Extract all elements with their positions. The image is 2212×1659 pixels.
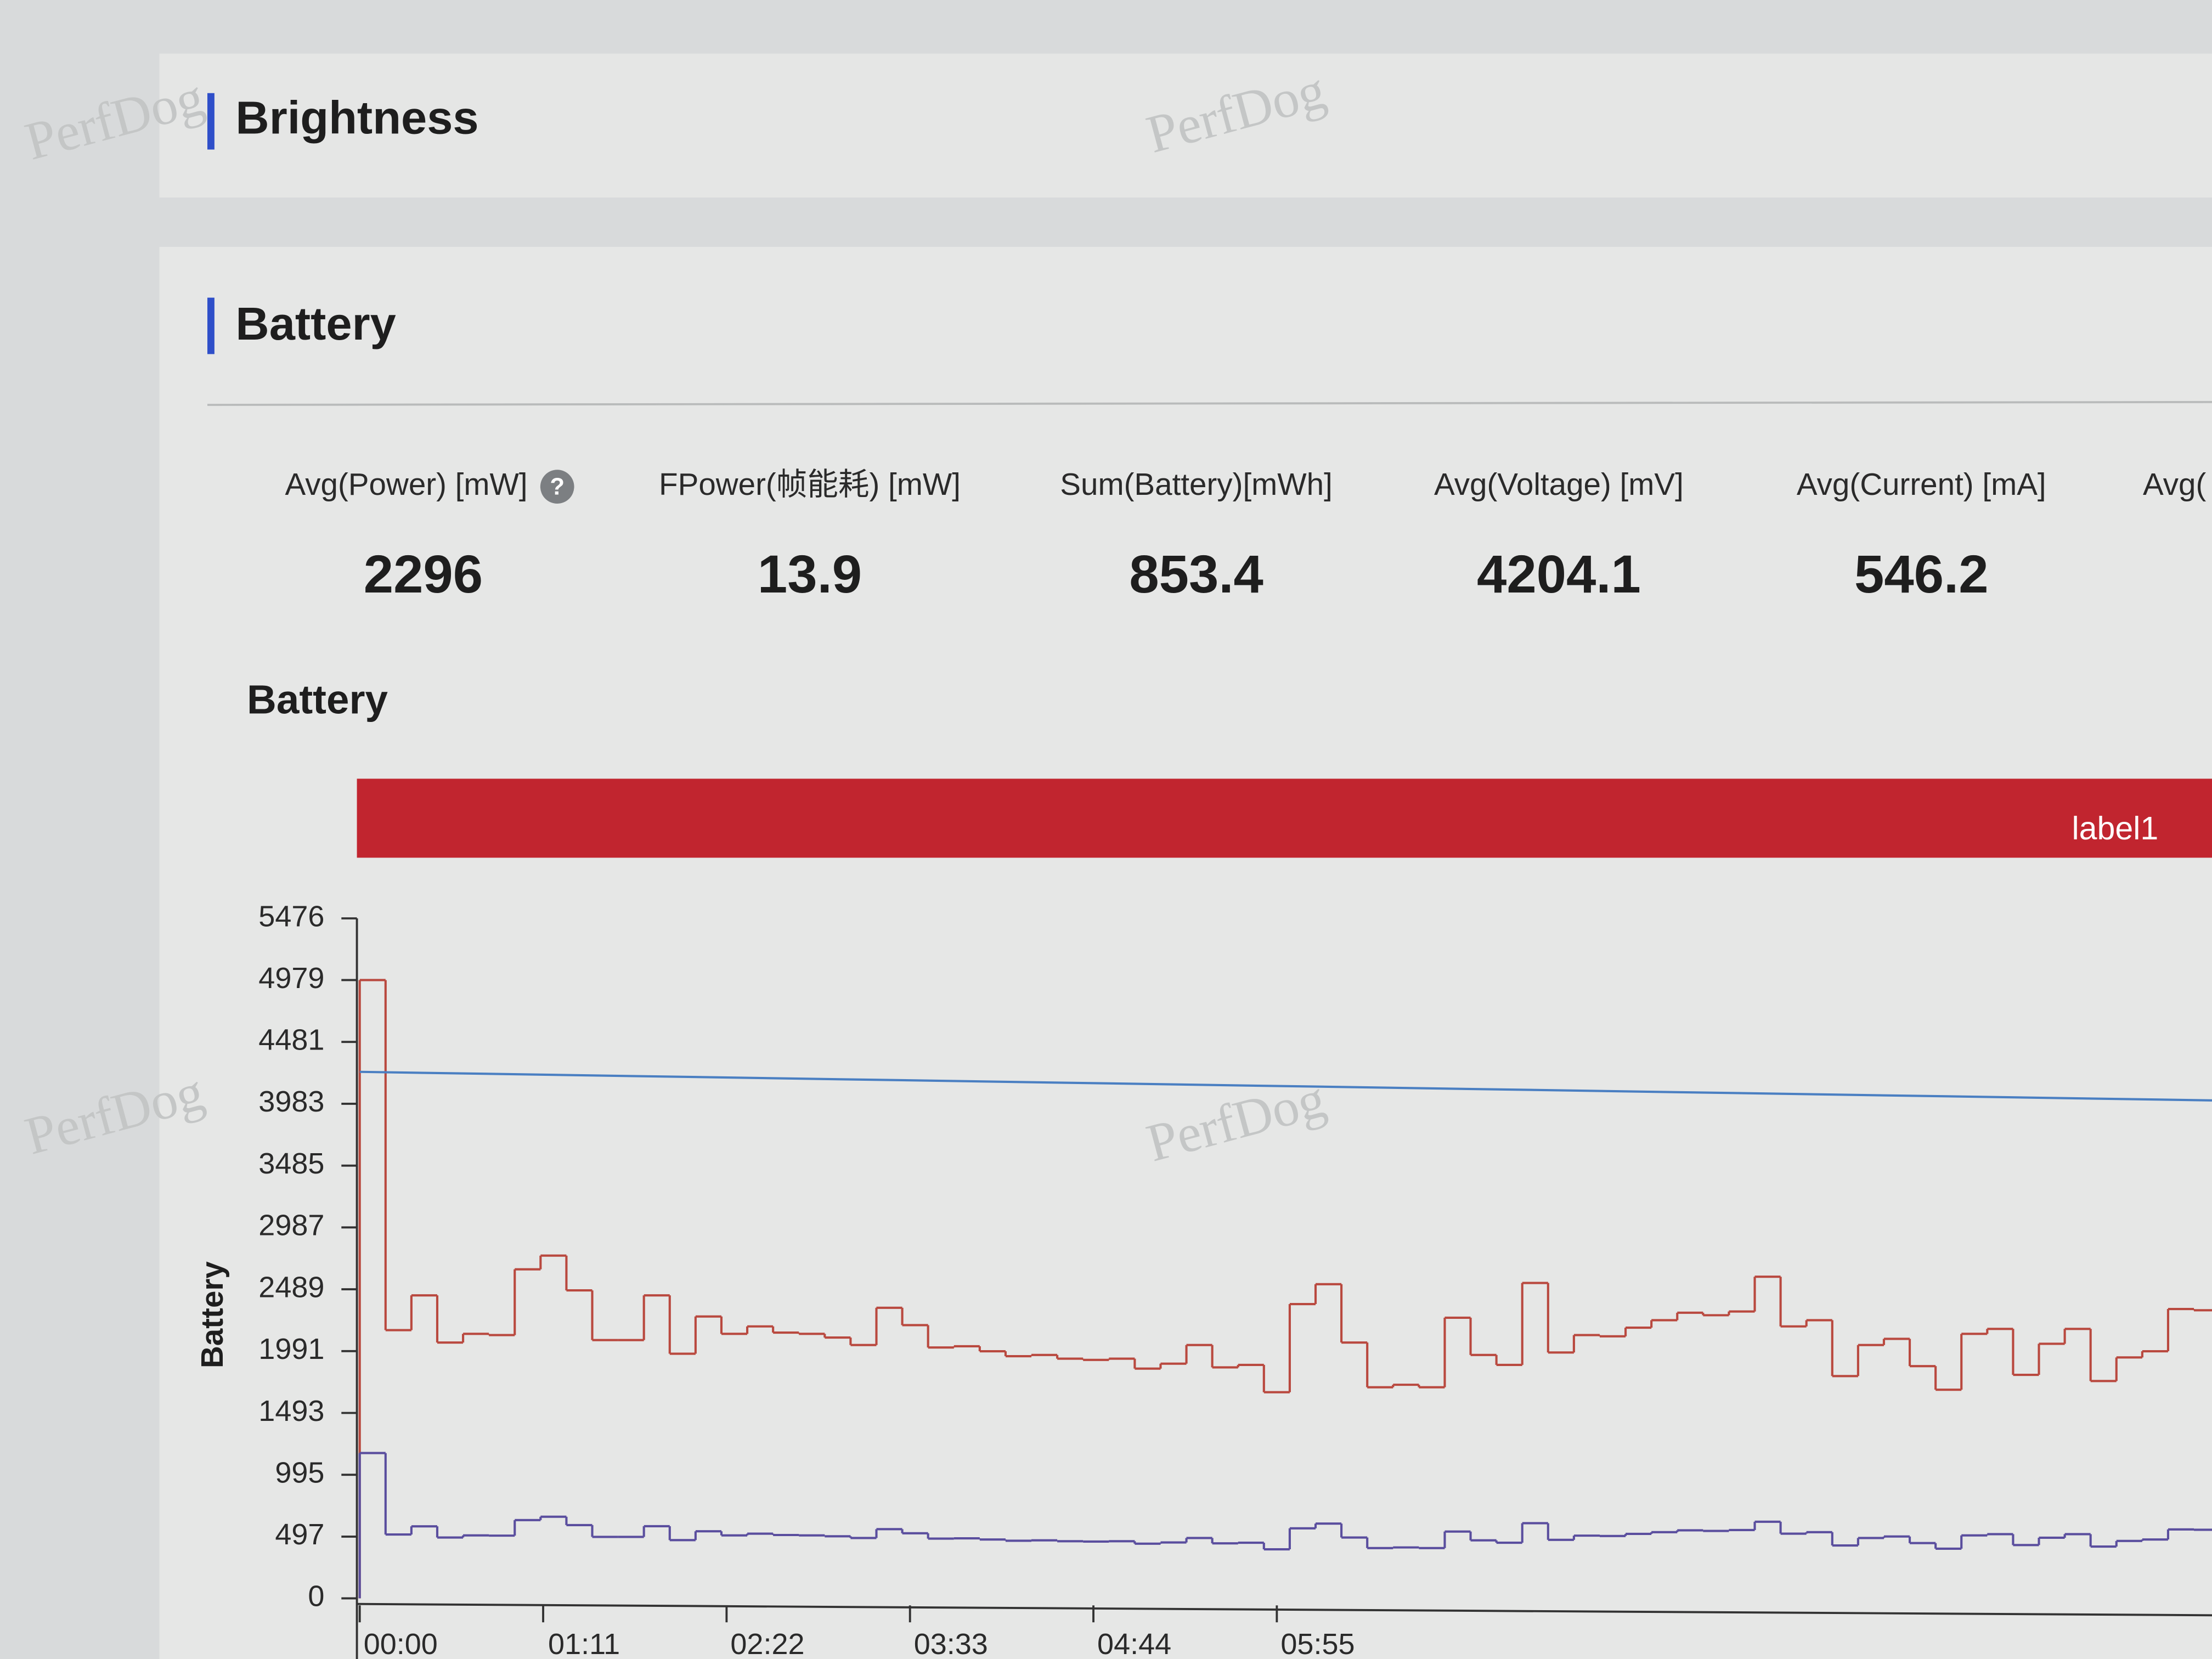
x-tick-label: 03:33 [914, 1628, 988, 1659]
y-tick-label: 4481 [258, 1023, 324, 1056]
metric-value: 853.4 [1129, 544, 1263, 604]
section-marker [207, 93, 215, 150]
help-icon-glyph: ? [550, 473, 565, 500]
metric-label: Avg(Current) [mA] [1797, 467, 2046, 501]
label-band [357, 778, 2212, 858]
divider [207, 400, 2212, 406]
y-tick-label: 995 [275, 1456, 324, 1489]
y-tick-label: 0 [308, 1580, 324, 1613]
y-tick-label: 4979 [258, 962, 324, 995]
band-label: label1 [2072, 810, 2158, 847]
x-tick-label: 00:00 [364, 1628, 438, 1659]
y-axis-label: Battery [195, 1261, 229, 1368]
metric-label: Avg( [2143, 467, 2206, 501]
plot [358, 979, 2212, 1599]
metric-label: FPower(帧能耗) [mW] [659, 467, 961, 501]
metric-value: 546.2 [1854, 544, 1989, 604]
y-tick-label: 3983 [258, 1085, 324, 1118]
x-tick-label: 02:22 [730, 1628, 804, 1659]
x-axis [357, 1602, 2212, 1617]
metric-value: 4204.1 [1477, 544, 1641, 604]
x-tick-label: 01:11 [548, 1628, 620, 1659]
section-title: Battery [235, 297, 396, 349]
metric-value: 2296 [364, 544, 483, 604]
y-tick-label: 3485 [258, 1147, 324, 1180]
y-tick-label: 2987 [258, 1209, 324, 1242]
x-tick-label: 05:55 [1280, 1628, 1355, 1659]
y-tick-label: 5476 [258, 900, 324, 933]
brightness-card [159, 53, 2212, 198]
battery-card [159, 247, 2212, 1659]
y-tick-label: 1493 [258, 1395, 324, 1427]
y-tick-label: 1991 [258, 1333, 324, 1365]
x-tick-label: 04:44 [1097, 1628, 1171, 1659]
chart-title: Battery [247, 676, 388, 722]
metric-label: Avg(Power) [mW] [285, 467, 528, 501]
y-tick-label: 497 [275, 1518, 324, 1551]
metric-label: Avg(Voltage) [mV] [1434, 467, 1684, 501]
help-icon[interactable] [540, 470, 574, 504]
section-title: Brightness [235, 92, 478, 144]
metric-value: 13.9 [758, 544, 862, 604]
section-marker [207, 297, 215, 354]
y-tick-label: 2489 [258, 1271, 324, 1304]
metric-label: Sum(Battery)[mWh] [1060, 467, 1333, 501]
series-line [359, 1070, 2212, 1102]
